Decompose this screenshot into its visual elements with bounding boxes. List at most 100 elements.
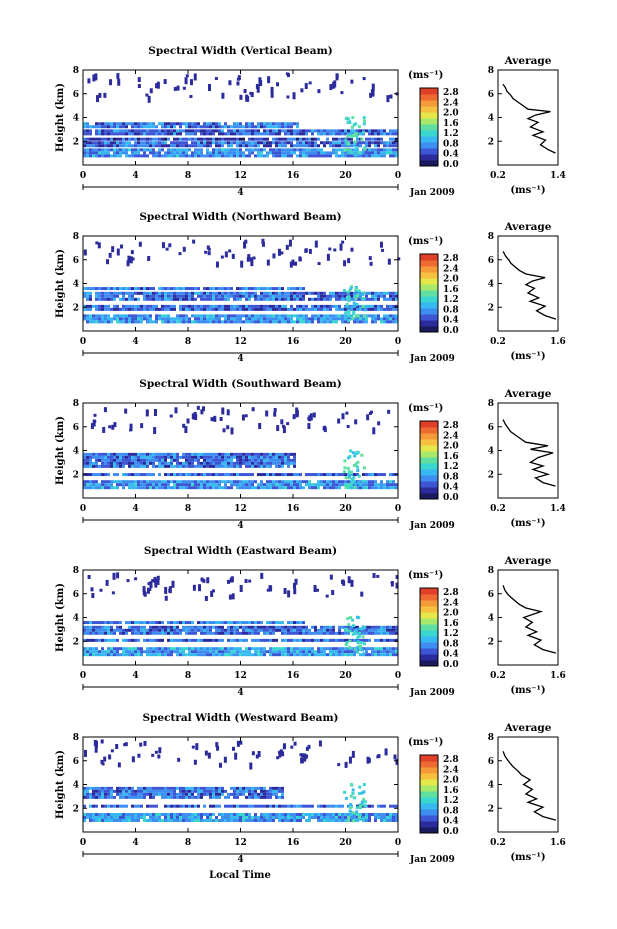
heatmap-cell [188,795,191,799]
colorbar-tick-label: 0.4 [443,483,459,493]
heatmap-cell [203,804,206,808]
heatmap-cell [89,154,92,158]
heatmap-cell [163,79,167,85]
heatmap-cell [125,813,128,816]
heatmap-cell [359,304,362,308]
heatmap-cell [167,483,170,487]
heatmap-cell [227,631,230,635]
heatmap-cell [221,653,224,657]
heatmap-cell [101,819,104,822]
heatmap-cell [89,148,92,152]
heatmap-cell [104,458,107,462]
heatmap-cell [377,294,380,298]
heatmap-cell [95,317,98,321]
heatmap-cell [368,816,371,819]
heatmap-cell [323,804,326,808]
heatmap-cell [156,578,160,585]
heatmap-cell [86,458,89,462]
heatmap-cell [155,631,158,635]
heatmap-cell [194,317,197,321]
heatmap-cell [134,122,137,126]
heatmap-cell [155,83,159,89]
heatmap-cell [317,816,320,819]
heatmap-cell [344,297,347,301]
heatmap-cell [296,317,299,321]
heatmap-cell [236,813,239,816]
heatmap-cell [122,297,125,301]
heatmap-cell [254,314,257,318]
heatmap-cell [296,483,299,487]
heatmap-cell [332,804,335,808]
heatmap-cell [374,320,377,324]
heatmap-cell [242,144,245,148]
heatmap-cell [272,819,275,822]
heatmap-cell [110,320,113,324]
heatmap-cell [176,625,179,629]
heatmap-cell [230,631,233,635]
heatmap-cell [242,625,245,629]
heatmap-cell [245,458,248,462]
heatmap-cell [182,144,185,148]
heatmap-cell [182,129,185,133]
colorbar-swatch [420,278,438,285]
heatmap-cell [341,819,344,822]
heatmap-cell [185,287,188,291]
heatmap-cell [104,148,107,152]
heatmap-cell [227,291,230,295]
heatmap-cell [329,819,332,822]
heatmap-cell [284,813,287,816]
heatmap-cell [380,154,383,158]
heatmap-cell [92,461,95,465]
heatmap-cell [296,148,299,152]
heatmap-cell [326,486,329,490]
heatmap-cell [218,297,221,301]
avg-y-tick-label: 4 [488,447,494,457]
heatmap-cell [314,473,317,477]
heatmap-cell [146,464,149,468]
heatmap-cell [98,307,101,311]
heatmap-cell [179,621,182,625]
heatmap-cell [374,148,377,152]
heatmap-cell [164,122,167,126]
heatmap-cell [149,631,152,635]
heatmap-cell [152,144,155,148]
heatmap-cells [83,72,399,158]
heatmap-cell [167,621,170,625]
heatmap-cell [275,141,278,145]
heatmap-cell [207,752,211,759]
heatmap-cell [164,141,167,145]
heatmap-cell [290,638,293,642]
heatmap-cell [218,625,221,629]
heatmap-cell [317,154,320,158]
heatmap-cell [368,483,371,487]
heatmap-cell [266,650,269,654]
heatmap-cell [170,621,173,625]
colorbar-tick-label: 2.4 [443,98,459,108]
average-title: Average [504,221,552,233]
heatmap-cell [278,753,282,758]
heatmap-cell [233,819,236,822]
heatmap-cell [296,125,299,129]
heatmap-cell [200,480,203,484]
heatmap-cell [251,304,254,308]
heatmap-cell [272,647,275,651]
heatmap-cell [227,579,231,584]
heatmap-cell [383,307,386,311]
heatmap-cell [101,628,104,632]
heatmap-cell [188,304,191,308]
heatmap-cell [197,458,200,462]
heatmap-cell [104,317,107,321]
heatmap-cell [104,297,107,301]
heatmap-cell [302,647,305,651]
heatmap-cell [345,147,349,151]
heatmap-cell [269,125,272,129]
heatmap-cell [221,294,224,298]
heatmap-cell [188,792,191,796]
heatmap-cell [125,314,128,318]
heatmap-cell [119,314,122,318]
heatmap-cell [248,320,251,324]
heatmap-cell [353,320,356,324]
heatmap-cell [137,141,140,145]
heatmap-cell [98,320,101,324]
heatmap-cell [212,647,215,651]
